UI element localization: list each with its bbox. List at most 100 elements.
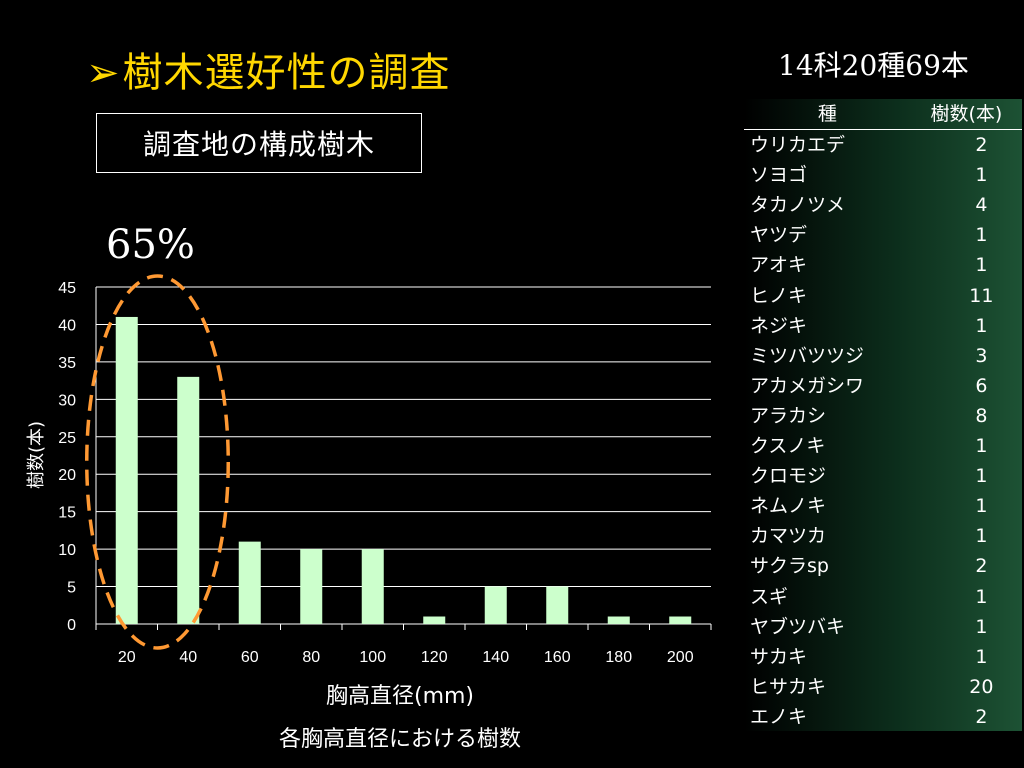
table-row: サクラsp 2 (744, 551, 1022, 581)
species-count: 1 (975, 525, 988, 548)
table-row: アラカシ 8 (744, 401, 1022, 431)
bar (300, 549, 323, 624)
species-table-panel: 種 樹数(本) ウリカエデ 2 ソヨゴ 1 タカノツメ 4 ヤツデ 1 アオキ 1 ヒノキ 11 ネジキ… (744, 99, 1022, 731)
species-count: 6 (975, 374, 988, 397)
bar (115, 316, 138, 624)
bar (607, 616, 630, 624)
species-count: 1 (975, 164, 988, 187)
x-tick-label: 200 (667, 649, 694, 666)
table-row: ミツバツツジ 3 (744, 341, 1022, 371)
species-name: ヤブツバキ (750, 615, 846, 638)
species-count: 1 (975, 465, 988, 488)
species-count: 4 (975, 194, 988, 217)
arrow-bullet-icon: ➢ (86, 50, 121, 96)
bar (669, 616, 692, 624)
x-tick-label: 180 (605, 649, 632, 666)
species-count: 8 (975, 404, 988, 427)
y-tick-label: 45 (58, 280, 76, 297)
x-tick-label: 140 (482, 649, 509, 666)
table-row: カマツカ 1 (744, 521, 1022, 551)
species-count: 1 (975, 254, 988, 277)
y-tick-label: 5 (67, 580, 76, 597)
bar (361, 549, 384, 624)
species-count: 20 (969, 675, 994, 698)
x-tick-label: 60 (241, 649, 259, 666)
species-name: アオキ (750, 254, 808, 277)
species-name: ソヨゴ (750, 164, 808, 187)
table-row: アカメガシワ 6 (744, 371, 1022, 401)
table-row: ソヨゴ 1 (744, 160, 1022, 190)
table-row: サカキ 1 (744, 642, 1022, 672)
x-tick-label: 100 (359, 649, 386, 666)
header-count: 樹数(本) (910, 99, 1022, 131)
species-count: 1 (975, 435, 988, 458)
table-row: スギ 1 (744, 582, 1022, 612)
species-name: アラカシ (750, 404, 827, 427)
y-tick-label: 30 (58, 392, 76, 409)
species-name: エノキ (750, 705, 808, 728)
table-row: クロモジ 1 (744, 461, 1022, 491)
species-name: カマツカ (750, 525, 827, 548)
bar (546, 586, 569, 624)
species-count: 1 (975, 585, 988, 608)
species-name: ウリカエデ (750, 134, 846, 157)
species-name: ヒノキ (750, 284, 808, 307)
species-count: 2 (975, 555, 988, 578)
x-axis-label: 胸高直径(mm) (325, 684, 475, 709)
species-name: クロモジ (750, 465, 827, 488)
species-count: 1 (975, 495, 988, 518)
table-row: ネムノキ 1 (744, 491, 1022, 521)
table-row: クスノキ 1 (744, 431, 1022, 461)
species-count: 3 (975, 344, 988, 367)
species-name: サカキ (750, 645, 808, 668)
species-name: スギ (750, 585, 789, 608)
table-row: ヒサカキ 20 (744, 672, 1022, 702)
species-count: 2 (975, 134, 988, 157)
bar (238, 541, 261, 624)
highlight-ellipse (85, 274, 230, 650)
chart-caption: 各胸高直径における樹数 (278, 727, 521, 752)
table-row: タカノツメ 4 (744, 190, 1022, 220)
species-count: 1 (975, 224, 988, 247)
species-name: ネジキ (750, 314, 808, 337)
y-tick-label: 20 (58, 467, 76, 484)
table-row: ヤブツバキ 1 (744, 612, 1022, 642)
y-tick-label: 10 (58, 542, 76, 559)
species-count: 11 (969, 284, 994, 307)
species-table: 種 樹数(本) ウリカエデ 2 ソヨゴ 1 タカノツメ 4 ヤツデ 1 アオキ 1 ヒノキ 11 ネジキ… (744, 99, 1022, 732)
y-tick-label: 35 (58, 355, 76, 372)
x-tick-label: 40 (179, 649, 197, 666)
species-count: 1 (975, 615, 988, 638)
bar (484, 586, 507, 624)
y-axis-label: 樹数(本) (26, 420, 47, 490)
table-row: アオキ 1 (744, 250, 1022, 280)
slide-title-text: 樹木選好性の調査 (122, 50, 451, 96)
y-tick-label: 25 (58, 430, 76, 447)
bar (177, 376, 200, 624)
table-row: ヤツデ 1 (744, 220, 1022, 250)
x-tick-label: 160 (544, 649, 571, 666)
species-name: ヒサカキ (750, 675, 827, 698)
species-name: クスノキ (750, 435, 826, 458)
table-row: ヒノキ 11 (744, 281, 1022, 311)
highlight-percent: 65% (106, 222, 195, 268)
species-name: ヤツデ (750, 224, 808, 247)
y-tick-label: 40 (58, 317, 76, 334)
table-header-row: 種 樹数(本) (744, 99, 1022, 131)
table-row: ウリカエデ 2 (744, 130, 1022, 161)
species-count: 2 (975, 705, 988, 728)
species-name: サクラsp (750, 555, 829, 578)
slide-title: ➢樹木選好性の調査 (86, 40, 451, 98)
x-tick-label: 120 (421, 649, 448, 666)
table-row: エノキ 2 (744, 702, 1022, 732)
summary-count: 14科20種69本 (778, 49, 969, 82)
x-tick-label: 80 (302, 649, 320, 666)
bar (423, 616, 446, 624)
table-row: ネジキ 1 (744, 311, 1022, 341)
subtitle-box: 調査地の構成樹木 (96, 113, 422, 173)
species-name: ミツバツツジ (750, 344, 865, 367)
species-name: ネムノキ (750, 495, 827, 518)
header-species: 種 (744, 99, 911, 131)
x-tick-label: 20 (118, 649, 136, 666)
species-name: アカメガシワ (750, 374, 865, 397)
